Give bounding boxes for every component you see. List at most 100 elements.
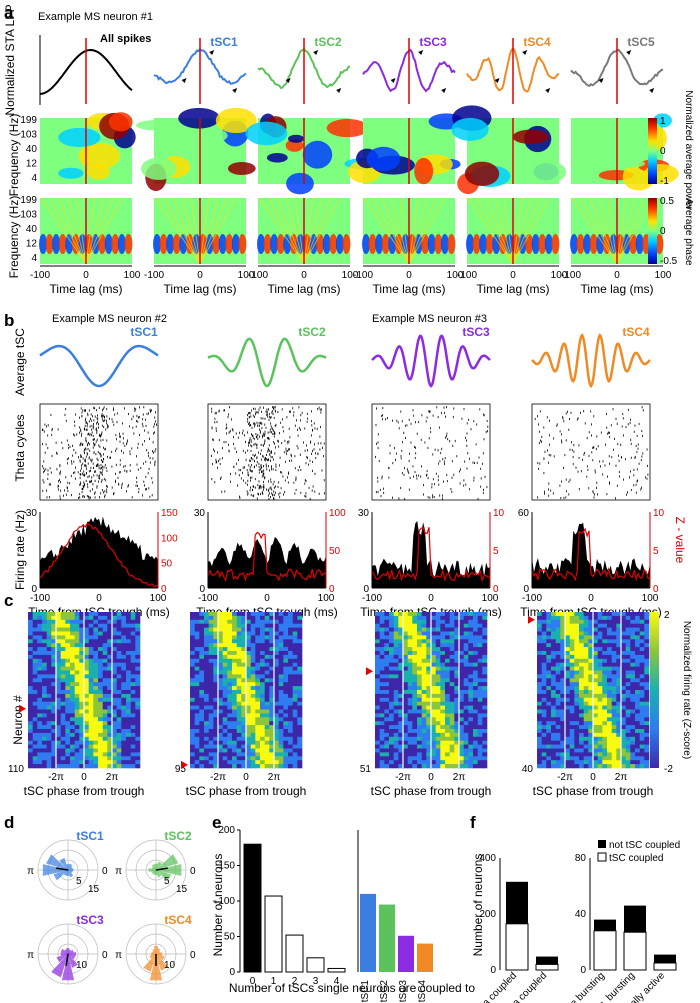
heatmap-cell [389, 744, 394, 749]
spike-tick [86, 440, 87, 443]
heatmap-cell [403, 713, 408, 718]
spike-tick [103, 414, 105, 417]
heatmap-cell [51, 744, 57, 749]
spike-tick [550, 489, 552, 492]
heatmap-cell [218, 736, 223, 741]
heatmap-cell [260, 678, 265, 683]
heatmap-cell [297, 627, 303, 632]
heatmap-cell [135, 693, 141, 699]
heatmap-cell [42, 623, 47, 628]
spike-tick [242, 432, 243, 435]
spike-tick [136, 481, 138, 484]
raster-frame [371, 403, 491, 501]
heatmap-cell [463, 752, 469, 757]
spike-tick [446, 479, 448, 483]
heatmap-cell [84, 697, 89, 702]
spike-tick [428, 437, 430, 440]
panel-a-col-title: tSC4 [523, 35, 551, 49]
heatmap-cell [56, 647, 61, 652]
heatmap-cell [130, 627, 136, 632]
heatmap-cell [468, 623, 474, 628]
heatmap-cell [463, 705, 469, 710]
heatmap-cell [473, 736, 478, 741]
heatmap-cell [297, 760, 303, 765]
heatmap-cell [389, 760, 394, 765]
heatmap-cell [65, 760, 71, 765]
spike-tick [549, 443, 550, 446]
heatmap-cell [403, 670, 408, 675]
spike-tick [154, 416, 156, 419]
heatmap-cell [393, 627, 399, 632]
spike-tick [580, 470, 582, 473]
spike-tick [42, 489, 44, 492]
spike-tick [377, 441, 379, 444]
heatmap-cell [459, 740, 464, 745]
heatmap-cell [389, 764, 394, 769]
spike-tick [85, 428, 87, 431]
heatmap-cell [98, 690, 103, 695]
heatmap-cell [435, 619, 441, 624]
heatmap-cell [236, 752, 242, 757]
heatmap-cell [121, 752, 127, 757]
heatmap-cell [190, 639, 195, 644]
heatmap-cell [213, 662, 219, 667]
heatmap-cell [611, 615, 617, 621]
heatmap-cell [222, 635, 228, 640]
phase-heatmap-blob [434, 234, 443, 254]
heatmap-cell [255, 740, 261, 745]
heatmap-cell [389, 709, 394, 714]
spike-tick [43, 481, 45, 484]
spike-tick [482, 462, 483, 465]
heatmap-cell [32, 615, 38, 621]
heatmap-cell [28, 623, 33, 628]
spike-tick [608, 455, 610, 458]
spike-tick [218, 460, 219, 463]
heatmap-cell [375, 729, 380, 734]
spike-tick [251, 470, 253, 473]
spike-tick [75, 451, 77, 454]
heatmap-cell [74, 732, 80, 738]
heatmap-cell [393, 666, 399, 671]
phase-fan-line [58, 197, 87, 265]
heatmap-cell [121, 756, 127, 761]
heatmap-cell [393, 693, 399, 699]
power-heatmap-blob [141, 157, 177, 180]
heatmap-cell [454, 619, 460, 624]
heatmap-cell [74, 639, 80, 644]
heatmap-cell [46, 760, 52, 765]
heatmap-cell [435, 717, 441, 722]
power-heatmap-blob [227, 162, 256, 175]
spike-tick [238, 468, 240, 472]
heatmap-cell [621, 627, 626, 632]
spike-tick [254, 407, 256, 410]
spike-tick [45, 468, 47, 471]
spike-tick [613, 448, 614, 451]
heatmap-cell [421, 705, 427, 710]
heatmap-cell [403, 619, 408, 624]
heatmap-cell [236, 725, 242, 730]
spike-tick [556, 423, 558, 426]
heatmap-cell [88, 744, 94, 749]
heatmap-cell [384, 697, 390, 702]
heatmap-cell [74, 635, 80, 640]
heatmap-cell [208, 732, 214, 738]
heatmap-cell [222, 639, 228, 644]
spike-tick [416, 477, 418, 480]
heatmap-cell [398, 748, 404, 753]
heatmap-cell [107, 697, 113, 702]
heatmap-cell [232, 643, 237, 648]
spike-tick [274, 494, 275, 497]
heatmap-cell [297, 635, 303, 640]
heatmap-cell [194, 760, 200, 765]
spike-tick [247, 417, 249, 421]
heatmap-cell [588, 627, 594, 632]
spike-tick [149, 408, 151, 411]
spike-tick [633, 474, 635, 477]
spike-tick [297, 447, 299, 450]
heatmap-cell [274, 709, 279, 714]
heatmap-cell [565, 623, 570, 628]
heatmap-cell [194, 627, 200, 632]
heatmap-cell [51, 635, 57, 640]
spike-tick [266, 413, 268, 416]
heatmap-cell [440, 732, 446, 738]
